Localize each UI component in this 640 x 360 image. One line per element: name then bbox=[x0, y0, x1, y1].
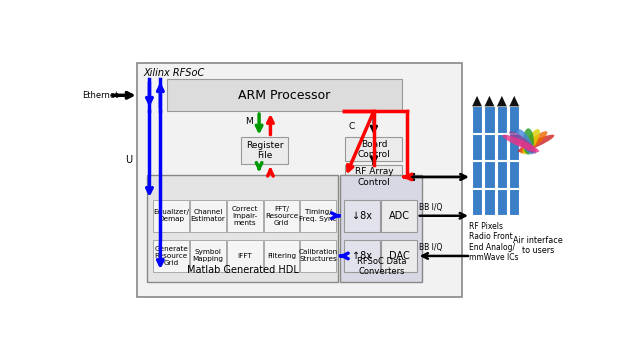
Text: Correct
Impair-
ments: Correct Impair- ments bbox=[232, 206, 258, 226]
Text: C: C bbox=[348, 122, 355, 131]
Ellipse shape bbox=[517, 129, 534, 154]
Bar bbox=[497, 161, 507, 188]
Ellipse shape bbox=[523, 129, 540, 154]
Bar bbox=[509, 161, 520, 188]
FancyBboxPatch shape bbox=[344, 200, 380, 232]
Text: Xilinx RFSoC: Xilinx RFSoC bbox=[143, 68, 204, 78]
Text: RF Array
Control: RF Array Control bbox=[355, 167, 393, 186]
Text: Filtering: Filtering bbox=[267, 253, 296, 259]
FancyBboxPatch shape bbox=[227, 240, 262, 272]
FancyBboxPatch shape bbox=[137, 63, 462, 297]
Text: DAC: DAC bbox=[388, 251, 410, 261]
FancyBboxPatch shape bbox=[264, 240, 300, 272]
Bar bbox=[497, 107, 507, 133]
Text: FFT/
Resource
Grid: FFT/ Resource Grid bbox=[265, 206, 298, 226]
Text: IFFT: IFFT bbox=[237, 253, 252, 259]
Bar bbox=[484, 161, 495, 188]
FancyBboxPatch shape bbox=[340, 175, 422, 282]
FancyBboxPatch shape bbox=[381, 240, 417, 272]
FancyBboxPatch shape bbox=[346, 165, 403, 189]
Text: ADC: ADC bbox=[388, 211, 410, 221]
Bar bbox=[484, 189, 495, 215]
Text: Calibration
Structures: Calibration Structures bbox=[298, 249, 338, 262]
Text: Ethernet: Ethernet bbox=[83, 91, 119, 100]
Bar bbox=[484, 107, 495, 133]
Text: Equalizer/
Demap: Equalizer/ Demap bbox=[153, 209, 189, 222]
Text: Air interface
to users: Air interface to users bbox=[513, 236, 563, 255]
Text: Symbol
Mapping: Symbol Mapping bbox=[193, 249, 223, 262]
Text: Channel
Estimator: Channel Estimator bbox=[191, 209, 225, 222]
Bar bbox=[472, 107, 483, 133]
FancyBboxPatch shape bbox=[227, 200, 262, 232]
Bar bbox=[497, 134, 507, 160]
FancyBboxPatch shape bbox=[154, 240, 189, 272]
Text: ↑8x: ↑8x bbox=[352, 251, 372, 261]
FancyBboxPatch shape bbox=[381, 200, 417, 232]
Text: M: M bbox=[245, 117, 253, 126]
Bar bbox=[509, 134, 520, 160]
Text: BB I/Q: BB I/Q bbox=[419, 203, 442, 212]
FancyBboxPatch shape bbox=[241, 138, 289, 164]
Bar bbox=[472, 161, 483, 188]
Text: BB I/Q: BB I/Q bbox=[419, 243, 442, 252]
FancyBboxPatch shape bbox=[300, 200, 336, 232]
Text: RF Pixels
Radio Front
End Analog/
mmWave ICs: RF Pixels Radio Front End Analog/ mmWave… bbox=[469, 222, 519, 262]
Text: Generate
Resource
Grid: Generate Resource Grid bbox=[154, 246, 188, 266]
FancyBboxPatch shape bbox=[190, 200, 226, 232]
Ellipse shape bbox=[523, 128, 534, 155]
Text: Board
Control: Board Control bbox=[358, 140, 390, 159]
Bar bbox=[497, 189, 507, 215]
Bar bbox=[472, 189, 483, 215]
Polygon shape bbox=[509, 96, 519, 107]
Ellipse shape bbox=[518, 135, 554, 152]
FancyBboxPatch shape bbox=[190, 240, 226, 272]
Bar bbox=[509, 189, 520, 215]
Polygon shape bbox=[484, 96, 495, 107]
Text: ARM Processor: ARM Processor bbox=[239, 89, 331, 102]
Polygon shape bbox=[497, 96, 507, 107]
Text: U: U bbox=[125, 155, 132, 165]
Text: Register
File: Register File bbox=[246, 141, 284, 160]
Text: Timing/
Freq. Sync: Timing/ Freq. Sync bbox=[300, 209, 337, 222]
FancyBboxPatch shape bbox=[264, 200, 300, 232]
Text: Matlab Generated HDL: Matlab Generated HDL bbox=[186, 265, 298, 275]
Bar bbox=[509, 107, 520, 133]
FancyBboxPatch shape bbox=[147, 175, 338, 282]
Ellipse shape bbox=[509, 131, 536, 153]
Bar bbox=[472, 134, 483, 160]
Bar bbox=[484, 134, 495, 160]
Polygon shape bbox=[472, 96, 482, 107]
FancyBboxPatch shape bbox=[167, 79, 403, 111]
Ellipse shape bbox=[502, 135, 539, 152]
FancyBboxPatch shape bbox=[346, 138, 403, 161]
Ellipse shape bbox=[520, 131, 547, 153]
Text: RFSoC Data
Converters: RFSoC Data Converters bbox=[356, 257, 406, 276]
FancyBboxPatch shape bbox=[344, 240, 380, 272]
FancyBboxPatch shape bbox=[154, 200, 189, 232]
FancyBboxPatch shape bbox=[300, 240, 336, 272]
Text: ↓8x: ↓8x bbox=[352, 211, 372, 221]
